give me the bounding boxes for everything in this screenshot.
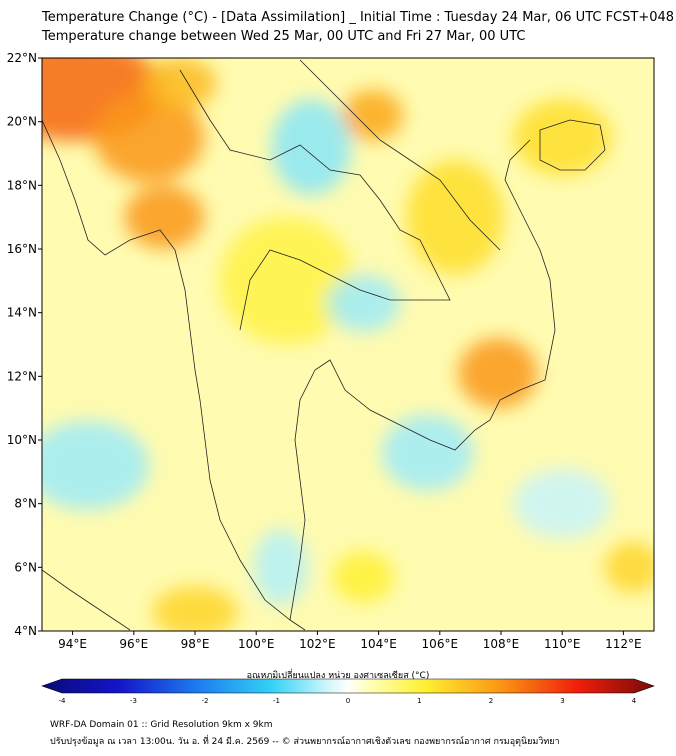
field-patch-15	[152, 586, 238, 631]
lon-tick-label: 106°E	[422, 637, 459, 651]
colorbar-tick-label: 4	[632, 697, 637, 705]
colorbar-tick-label: 0	[346, 697, 350, 705]
latitude-axis: 4°N 6°N 8°N 10°N 12°N 14°N 16°N 18°N 20°N 22°N	[7, 51, 42, 638]
colorbar-tick-label: -3	[130, 697, 137, 705]
colorbar-tick-label: -1	[273, 697, 280, 705]
field-patch-14	[513, 468, 612, 539]
colorbar-tick-label: 1	[417, 697, 421, 705]
footer-credit: ปรับปรุงข้อมูล ณ เวลา 13:00น. วัน อ. ที่…	[50, 737, 560, 747]
lon-tick-label: 108°E	[483, 637, 520, 651]
colorbar-tick-label: 2	[489, 697, 493, 705]
lon-tick-label: 94°E	[58, 637, 87, 651]
longitude-axis: 94°E 96°E 98°E 100°E 102°E 104°E 106°E 108°E 110…	[58, 631, 642, 651]
lat-tick-label: 4°N	[14, 624, 37, 638]
field-patch-8	[219, 217, 355, 345]
lon-tick-label: 98°E	[181, 637, 210, 651]
footer-model-info: WRF-DA Domain 01 :: Grid Resolution 9km …	[50, 720, 273, 730]
lat-tick-label: 16°N	[7, 242, 37, 256]
field-patch-2	[124, 185, 205, 250]
lat-tick-label: 20°N	[7, 115, 37, 129]
lat-tick-label: 8°N	[14, 497, 37, 511]
lon-tick-label: 104°E	[360, 637, 397, 651]
field-patch-17	[605, 541, 654, 593]
colorbar-ticks: -4 -3 -2 -1 0 1 2 3 4	[59, 697, 637, 705]
lat-tick-label: 14°N	[7, 306, 37, 320]
lon-tick-label: 110°E	[544, 637, 581, 651]
field-patch-6	[406, 159, 505, 275]
colorbar-tick-label: 3	[560, 697, 564, 705]
lat-tick-label: 22°N	[7, 51, 37, 65]
field-patch-9	[271, 99, 352, 195]
lon-tick-label: 96°E	[119, 637, 148, 651]
lat-tick-label: 12°N	[7, 369, 37, 383]
field-patch-16	[332, 551, 394, 603]
colorbar-strip	[41, 678, 655, 694]
map-title: Temperature Change (°C) - [Data Assimila…	[42, 10, 675, 25]
colorbar-tick-label: -2	[202, 697, 209, 705]
lon-tick-label: 100°E	[238, 637, 275, 651]
field-patch-3	[142, 58, 217, 109]
lon-tick-label: 112°E	[605, 637, 642, 651]
map-subtitle: Temperature change between Wed 25 Mar, 0…	[42, 29, 526, 44]
field-patch-10	[326, 274, 401, 332]
field-patch-4	[341, 89, 404, 141]
lon-tick-label: 102°E	[299, 637, 336, 651]
colorbar-tick-label: -4	[59, 697, 67, 705]
colorbar: -4 -3 -2 -1 0 1 2 3 4	[41, 678, 655, 705]
field-patch-1	[94, 93, 205, 183]
temperature-field	[42, 58, 654, 631]
lat-tick-label: 6°N	[14, 560, 37, 574]
colorbar-label: อุณหภูมิเปลี่ยนแปลง หน่วย องศาเซลเซียส (…	[246, 671, 430, 681]
field-patch-12	[42, 420, 150, 511]
field-patch-7	[513, 99, 612, 176]
coastline-borders	[42, 59, 606, 631]
field-patch-13	[253, 529, 309, 606]
lat-tick-label: 18°N	[7, 178, 37, 192]
map-frame	[41, 57, 655, 632]
field-patch-5	[458, 338, 538, 409]
field-patch-11	[381, 414, 474, 491]
temperature-change-map: 94°E 96°E 98°E 100°E 102°E 104°E 106°E 108°E 110…	[7, 51, 655, 651]
lat-tick-label: 10°N	[7, 433, 37, 447]
